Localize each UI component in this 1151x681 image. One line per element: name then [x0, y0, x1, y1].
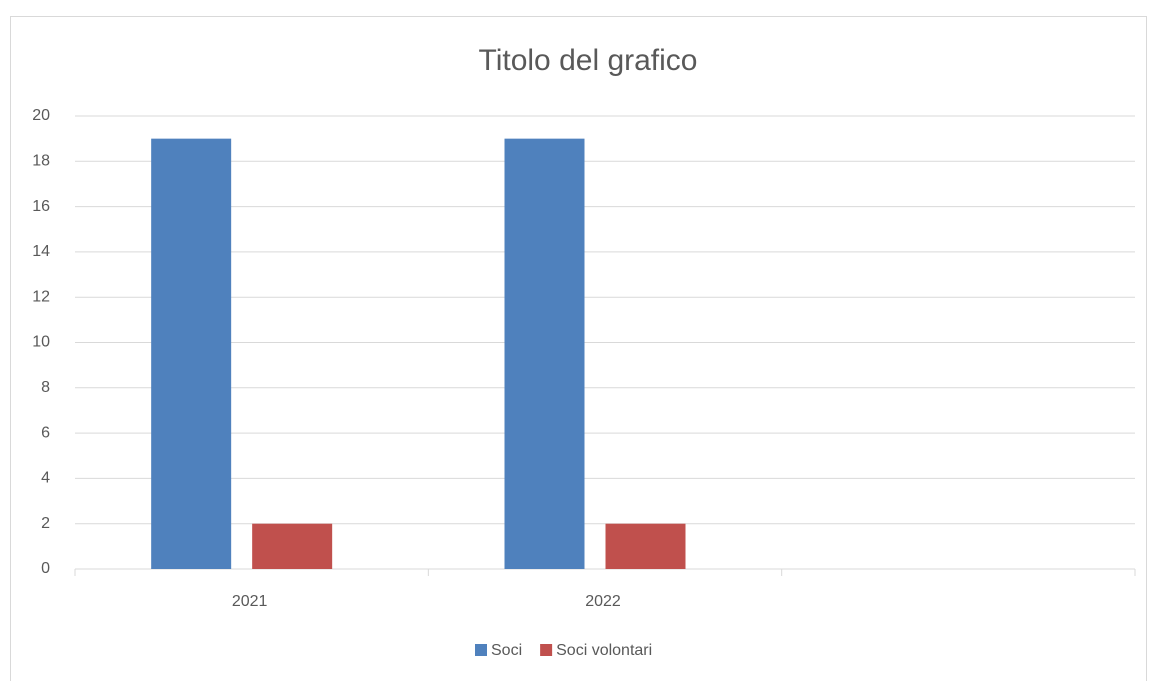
y-tick-label: 14 — [32, 243, 50, 260]
bar — [605, 523, 686, 569]
y-tick-label: 12 — [32, 288, 50, 305]
bar — [504, 138, 585, 569]
bar — [252, 523, 333, 569]
y-tick-label: 18 — [32, 153, 50, 170]
y-tick-label: 20 — [32, 107, 50, 124]
y-tick-label: 16 — [32, 198, 50, 215]
y-tick-label: 0 — [41, 560, 50, 577]
y-tick-label: 8 — [41, 379, 50, 396]
x-tick-label: 2021 — [232, 593, 268, 610]
y-tick-label: 2 — [41, 515, 50, 532]
legend-label: Soci volontari — [556, 642, 652, 659]
y-tick-label: 6 — [41, 424, 50, 441]
x-tick-label: 2022 — [585, 593, 621, 610]
bar — [151, 138, 232, 569]
legend-swatch — [475, 644, 487, 656]
y-tick-label: 4 — [41, 470, 50, 487]
chart-title: Titolo del grafico — [479, 44, 698, 77]
legend-label: Soci — [491, 642, 522, 659]
y-tick-label: 10 — [32, 334, 50, 351]
legend-swatch — [540, 644, 553, 656]
